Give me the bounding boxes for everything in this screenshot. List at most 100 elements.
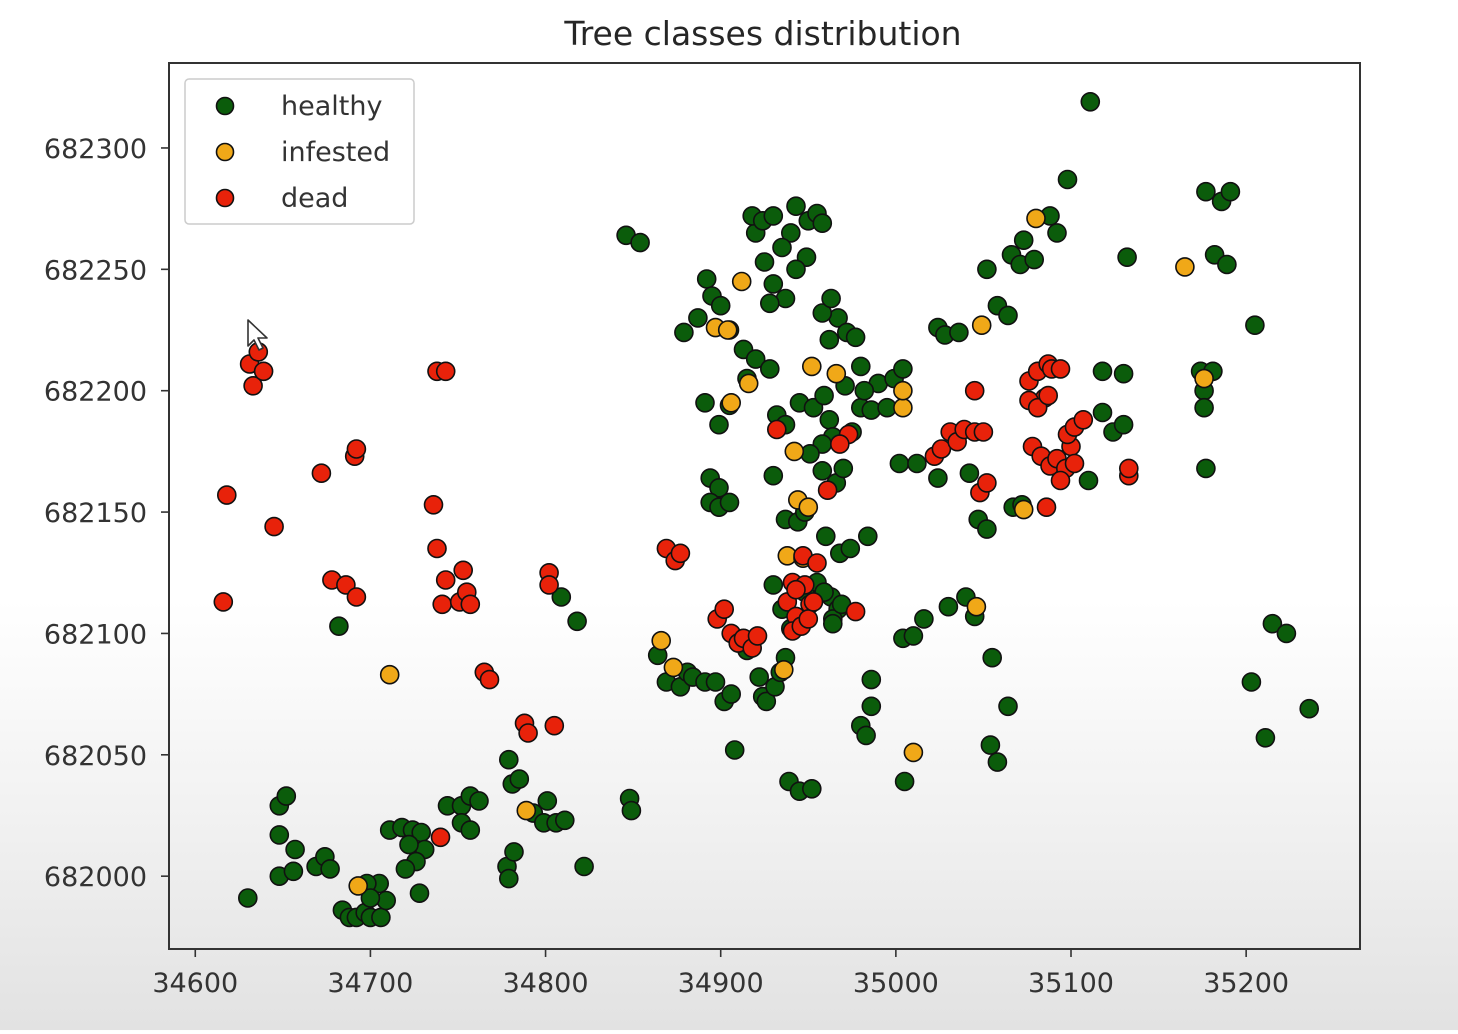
point-healthy-123 [850, 356, 871, 377]
point-infested-7 [721, 392, 742, 413]
point-infested-0 [379, 664, 400, 685]
point-healthy-197 [1113, 414, 1134, 435]
point-dead-67 [977, 473, 997, 493]
point-infested-20 [903, 742, 924, 763]
legend-box [184, 78, 415, 225]
point-healthy-43 [537, 791, 558, 811]
point-healthy-65 [749, 667, 770, 687]
y-tick-label: 682200 [44, 377, 147, 408]
point-healthy-119 [819, 409, 840, 430]
plot-area-frame [168, 62, 1361, 950]
point-dead-1 [243, 375, 263, 396]
point-healthy-169 [987, 752, 1008, 772]
point-healthy-159 [894, 771, 915, 792]
legend-label-dead: dead [281, 183, 348, 214]
x-tick-label: 35200 [1203, 968, 1289, 999]
point-infested-13 [784, 441, 805, 462]
point-healthy-2 [276, 786, 297, 806]
x-tick-label: 35100 [1028, 968, 1114, 999]
x-tick-label: 34900 [678, 968, 764, 999]
point-healthy-130 [812, 303, 833, 323]
point-infested-8 [731, 271, 752, 292]
point-healthy-192 [1117, 247, 1137, 268]
point-dead-73 [1050, 359, 1071, 379]
point-dead-18 [435, 570, 456, 590]
point-dead-40 [747, 626, 768, 646]
x-tick-label: 34800 [503, 968, 589, 999]
point-healthy-75 [688, 308, 708, 328]
point-dead-4 [213, 592, 234, 612]
point-infested-16 [801, 356, 822, 377]
point-healthy-212 [1241, 672, 1262, 692]
point-dead-14 [427, 538, 447, 559]
point-infested-17 [826, 363, 847, 384]
point-dead-35 [714, 599, 735, 620]
point-healthy-186 [1013, 230, 1034, 250]
y-tick-label: 682300 [44, 134, 147, 165]
point-healthy-214 [1299, 698, 1319, 719]
x-axis: 34600 34700 34800 34900 35000 35100 35200 [152, 949, 1289, 999]
point-healthy-168 [980, 735, 1001, 755]
point-dead-17 [432, 594, 453, 615]
point-healthy-133 [786, 259, 806, 280]
point-healthy-9 [320, 859, 340, 879]
point-healthy-173 [959, 463, 980, 484]
point-dead-30 [430, 827, 451, 848]
y-tick-label: 682000 [44, 862, 147, 893]
point-infested-23 [1013, 499, 1034, 520]
y-tick-label: 682100 [44, 619, 147, 650]
point-dead-20 [453, 560, 474, 581]
point-healthy-62 [721, 684, 742, 704]
point-healthy-81 [745, 349, 766, 369]
point-healthy-135 [786, 196, 806, 216]
point-dead-49 [803, 592, 824, 612]
point-healthy-166 [982, 647, 1003, 668]
point-healthy-131 [821, 288, 841, 309]
point-infested-25 [1175, 257, 1195, 277]
point-healthy-84 [695, 392, 715, 413]
point-healthy-46 [574, 856, 594, 877]
point-healthy-6 [283, 861, 304, 882]
point-healthy-210 [1262, 613, 1283, 634]
point-healthy-48 [621, 800, 642, 821]
point-healthy-211 [1276, 623, 1297, 644]
point-healthy-67 [756, 691, 777, 712]
point-healthy-73 [801, 778, 822, 799]
point-healthy-167 [998, 696, 1018, 717]
point-dead-6 [264, 516, 284, 537]
point-healthy-37 [504, 842, 524, 862]
point-healthy-91 [763, 575, 784, 595]
point-healthy-163 [938, 596, 959, 617]
point-healthy-126 [819, 329, 840, 350]
point-healthy-15 [371, 907, 391, 928]
x-tick-label: 34700 [327, 968, 413, 999]
point-infested-26 [1194, 368, 1214, 389]
point-healthy-172 [928, 468, 948, 488]
point-dead-5 [217, 485, 237, 505]
point-dead-33 [670, 543, 691, 564]
point-healthy-187 [1024, 249, 1044, 270]
point-healthy-102 [840, 538, 861, 559]
point-healthy-156 [856, 725, 876, 746]
point-healthy-158 [861, 669, 882, 690]
point-healthy-213 [1255, 727, 1276, 748]
point-healthy-100 [815, 526, 836, 547]
point-healthy-204 [1196, 181, 1216, 202]
point-healthy-180 [949, 322, 969, 343]
y-tick-label: 682250 [44, 255, 147, 286]
point-healthy-206 [1220, 181, 1241, 202]
point-healthy-175 [977, 519, 997, 539]
point-dead-24 [479, 669, 500, 690]
point-healthy-51 [329, 616, 349, 637]
point-dead-90 [1036, 497, 1057, 518]
point-infested-6 [717, 320, 738, 340]
point-healthy-162 [914, 609, 934, 629]
point-dead-64 [973, 422, 994, 442]
point-infested-18 [893, 397, 913, 418]
point-healthy-161 [903, 626, 924, 646]
point-healthy-190 [1057, 169, 1078, 190]
point-dead-84 [1064, 453, 1085, 474]
point-healthy-118 [814, 385, 834, 406]
point-healthy-53 [630, 232, 650, 253]
